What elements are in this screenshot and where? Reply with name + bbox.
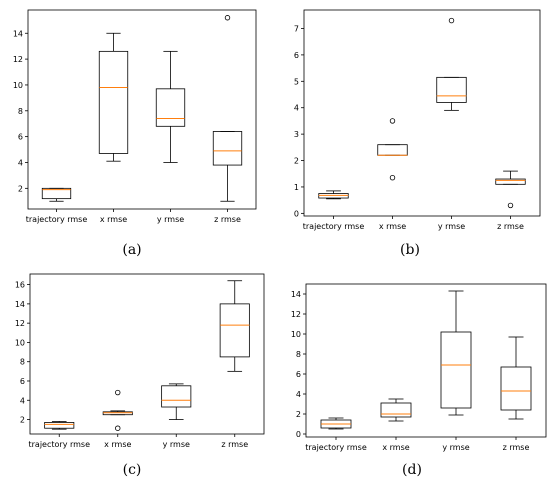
iqr-box [212,131,243,166]
panel-d-ytick-label: 10 [291,330,301,339]
panel-b-ytick-label: 6 [294,51,299,60]
iqr-box [500,366,532,411]
panel-c-ytick-label: 16 [15,281,25,290]
panel-a-box-1 [41,187,72,202]
panel-c-box-1 [44,421,75,430]
panel-d-axes-frame [305,283,547,438]
panel-c-ytick-label: 6 [20,377,25,386]
boxplot-panel-d: 0 2 4 6 8 10 12 14 trajectory rmse x rmse y rmse z … [291,283,547,452]
panel-b-ytick-label: 1 [294,183,299,192]
panel-d-box-2 [380,398,412,422]
iqr-box [161,385,192,408]
panel-b-xtick-label: trajectory rmse [303,222,365,231]
panel-c-ytick-label: 2 [20,416,25,425]
panel-a-ytick-label: 12 [13,55,23,64]
boxplot-panel-b: 0 1 2 3 4 5 6 7 trajectory rmse x rmse y rmse z rms… [294,9,541,231]
panel-b-box-3 [436,17,467,111]
iqr-box [155,88,186,127]
panel-d-box-4 [500,336,532,420]
panel-a-box-2 [98,32,129,162]
iqr-box [44,422,75,429]
panel-d-xtick-label: x rmse [382,443,409,452]
panel-d-ytick-label: 8 [296,350,301,359]
panel-a-xtick-label: z rmse [214,215,241,224]
caption-panel-c: (c) [122,462,142,478]
panel-a-ytick-label: 14 [13,29,23,38]
panel-c-box-3 [161,383,192,420]
panel-c-ytick-label: 10 [15,338,25,347]
iqr-box [440,331,472,409]
panel-a-ytick-label: 8 [18,107,23,116]
outlier-point [448,17,455,24]
panel-b-box-1 [318,190,349,200]
panel-b-ytick-label: 0 [294,209,299,218]
panel-a-ytick-label: 4 [18,158,23,167]
panel-a-xtick-label: y rmse [157,215,184,224]
panel-a-box-4 [212,15,243,202]
panel-c-xtick-label: trajectory rmse [29,440,91,449]
panel-b-ytick-label: 7 [294,24,299,33]
iqr-box [495,178,526,185]
panel-b-ytick-label: 2 [294,157,299,166]
panel-a-xtick-label: x rmse [100,215,127,224]
panel-b-ytick-label: 5 [294,77,299,86]
panel-c-box-2 [102,389,133,431]
panel-d-xtick-label: trajectory rmse [305,443,367,452]
panel-d-box-1 [320,417,352,430]
outlier-point [224,15,231,21]
panel-a-box-3 [155,50,186,163]
panel-c-axes-frame [29,273,265,435]
iqr-box [436,76,467,103]
boxplot-panel-c: 2 4 6 8 10 12 14 16 trajectory rmse x rmse y rmse z… [15,273,265,449]
outlier-point [507,202,514,209]
panel-d-ytick-label: 6 [296,370,301,379]
panel-a-axes-frame [27,9,257,210]
caption-panel-d: (d) [402,462,422,478]
outlier-point [115,389,121,396]
iqr-box [98,50,129,154]
panel-c-ytick-label: 8 [20,358,25,367]
panel-d-ytick-label: 2 [296,410,301,419]
panel-b-axes-frame [303,9,541,217]
panel-b-xtick-label: z rmse [497,222,524,231]
panel-b-box-4 [495,170,526,209]
caption-panel-a: (a) [122,242,142,258]
panel-d-ytick-label: 12 [291,310,301,319]
panel-c-xtick-label: y rmse [163,440,190,449]
panel-d-xtick-label: z rmse [503,443,530,452]
iqr-box [219,303,250,358]
panel-a-ytick-label: 6 [18,133,23,142]
panel-a-ytick-label: 10 [13,81,23,90]
panel-d-box-3 [440,290,472,416]
panel-c-xtick-label: z rmse [221,440,248,449]
panel-c-ytick-label: 14 [15,300,25,309]
panel-b-xtick-label: x rmse [379,222,406,231]
iqr-box [380,402,412,418]
panel-d-ytick-label: 14 [291,290,301,299]
panel-a-xtick-label: trajectory rmse [26,215,88,224]
panel-d-xtick-label: y rmse [442,443,469,452]
outlier-point [115,425,121,431]
panel-b-ytick-label: 4 [294,104,299,113]
panel-c-box-4 [219,280,250,372]
panel-d-ytick-label: 0 [296,430,301,439]
iqr-box [377,144,408,156]
panel-c-ytick-label: 12 [15,319,25,328]
panel-b-box-2 [377,118,408,181]
panel-b-xtick-label: y rmse [438,222,465,231]
iqr-box [41,187,72,200]
outlier-point [389,118,396,124]
panel-a-ytick-label: 2 [18,184,23,193]
panel-d-ytick-label: 4 [296,390,301,399]
panel-c-ytick-label: 4 [20,396,25,405]
outlier-point [389,175,396,181]
boxplot-panel-a: 2 4 6 8 10 12 14 trajectory rmse x rmse y rmse z r… [13,9,257,224]
panel-b-ytick-label: 3 [294,130,299,139]
panel-c-xtick-label: x rmse [104,440,131,449]
caption-panel-b: (b) [400,242,420,258]
